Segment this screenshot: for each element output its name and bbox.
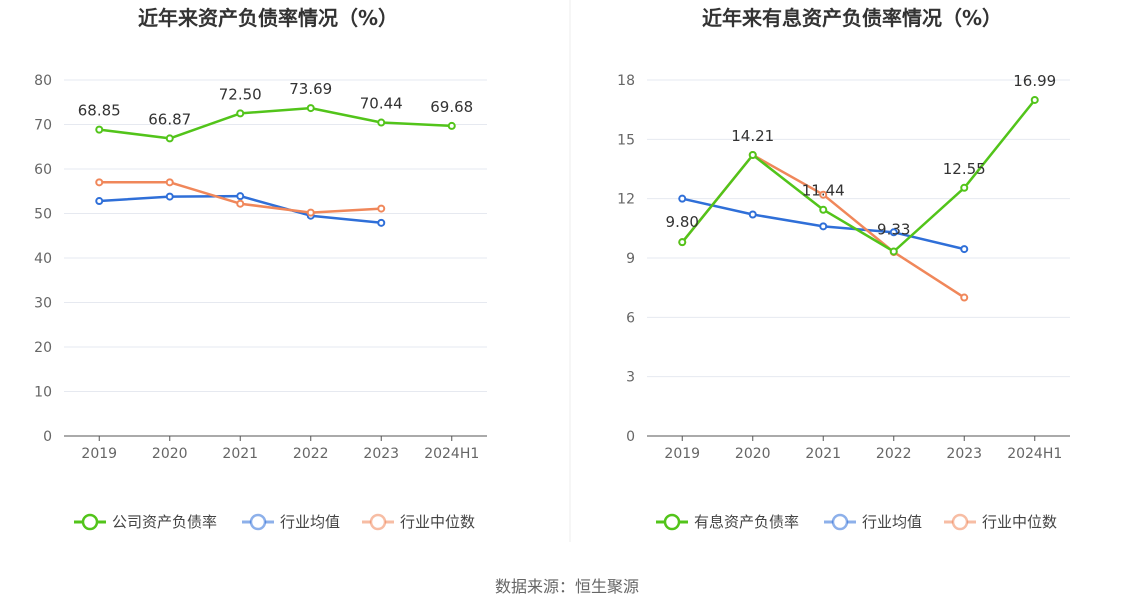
data-point-0 (1030, 95, 1039, 104)
data-label: 9.80 (666, 213, 699, 231)
data-point-1 (748, 210, 757, 219)
data-point-1 (678, 194, 687, 203)
x-tick-label: 2024H1 (1007, 446, 1062, 462)
y-tick-label: 30 (34, 296, 52, 312)
legend-marker-0 (81, 513, 99, 531)
series-line-0 (99, 106, 452, 140)
legend-label-2: 行业中位数 (982, 513, 1057, 531)
legend-marker-1 (249, 513, 267, 531)
data-point-0 (447, 121, 456, 130)
data-label: 68.85 (78, 102, 121, 120)
chart-debt-ratio: 近年来资产负债率情况（%） 0 10 20 30 40 50 60 70 80 2019 2020 20… (34, 6, 487, 531)
y-tick-label: 70 (34, 118, 52, 134)
data-label: 12.55 (943, 160, 986, 178)
data-label: 9.33 (877, 220, 910, 238)
data-label: 72.50 (219, 85, 262, 103)
data-label: 69.68 (430, 98, 473, 116)
x-tick-label: 2019 (81, 446, 117, 462)
legend-label-0: 有息资产负债率 (694, 513, 799, 531)
data-point-2 (377, 204, 386, 213)
y-tick-label: 3 (626, 370, 635, 386)
legend-marker-1 (831, 513, 849, 531)
y-tick-label: 15 (617, 132, 635, 148)
y-tick-label: 50 (34, 207, 52, 223)
data-label: 66.87 (148, 110, 191, 128)
x-tick-label: 2022 (876, 446, 912, 462)
data-point-0 (165, 134, 174, 143)
data-point-2 (236, 199, 245, 208)
data-point-0 (95, 125, 104, 134)
data-point-0 (748, 150, 757, 159)
data-point-1 (236, 192, 245, 201)
data-point-1 (819, 222, 828, 231)
data-point-1 (377, 218, 386, 227)
data-point-0 (819, 205, 828, 214)
x-tick-label: 2020 (735, 446, 771, 462)
chart-interest-debt-ratio: 近年来有息资产负债率情况（%） 0 3 6 9 12 15 18 2019 2020 2021 202… (617, 6, 1070, 531)
y-tick-label: 20 (34, 340, 52, 356)
y-tick-label: 80 (34, 73, 52, 89)
x-tick-label: 2022 (293, 446, 329, 462)
legend-label-1: 行业均值 (280, 513, 340, 531)
data-point-2 (95, 178, 104, 187)
x-tick-label: 2019 (664, 446, 700, 462)
data-point-1 (165, 192, 174, 201)
chart-title: 近年来资产负债率情况（%） (138, 6, 398, 30)
y-tick-label: 60 (34, 162, 52, 178)
x-tick-label: 2024H1 (424, 446, 479, 462)
data-point-0 (960, 183, 969, 192)
y-tick-label: 6 (626, 310, 635, 326)
legend-label-2: 行业中位数 (400, 513, 475, 531)
data-point-1 (95, 197, 104, 206)
series-line-0 (681, 99, 1036, 253)
data-point-2 (306, 208, 315, 217)
data-label: 16.99 (1013, 72, 1056, 90)
data-point-2 (819, 190, 828, 199)
x-tick-label: 2023 (946, 446, 982, 462)
data-label: 14.21 (731, 127, 774, 145)
source-caption: 数据来源：恒生聚源 (495, 577, 639, 596)
data-point-0 (678, 238, 687, 247)
y-tick-label: 12 (617, 192, 635, 208)
legend-marker-2 (951, 513, 969, 531)
data-label: 70.44 (360, 95, 403, 113)
x-tick-label: 2023 (363, 446, 399, 462)
x-tick-label: 2021 (222, 446, 258, 462)
legend-marker-2 (369, 513, 387, 531)
x-tick-label: 2020 (152, 446, 188, 462)
y-tick-label: 40 (34, 251, 52, 267)
data-label: 73.69 (289, 80, 332, 98)
y-tick-label: 10 (34, 385, 52, 401)
data-point-2 (165, 178, 174, 187)
data-point-0 (377, 118, 386, 127)
data-point-1 (960, 245, 969, 254)
legend-label-1: 行业均值 (862, 513, 922, 531)
legend-marker-0 (663, 513, 681, 531)
chart-title: 近年来有息资产负债率情况（%） (702, 6, 1002, 30)
data-point-0 (306, 104, 315, 113)
y-tick-label: 0 (43, 429, 52, 445)
legend-label-0: 公司资产负债率 (112, 513, 217, 531)
data-point-1 (889, 228, 898, 237)
data-point-0 (236, 109, 245, 118)
y-tick-label: 18 (617, 73, 635, 89)
data-point-0 (889, 247, 898, 256)
data-point-2 (960, 293, 969, 302)
y-tick-label: 9 (626, 251, 635, 267)
x-tick-label: 2021 (805, 446, 841, 462)
y-tick-label: 0 (626, 429, 635, 445)
data-label: 11.44 (802, 182, 845, 200)
